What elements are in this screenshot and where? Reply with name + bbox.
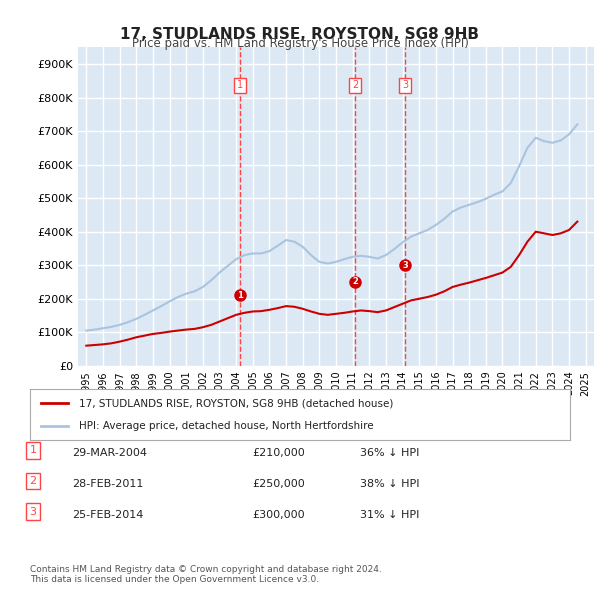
Text: 2: 2 — [352, 80, 358, 90]
Text: 2: 2 — [352, 277, 358, 287]
Text: Contains HM Land Registry data © Crown copyright and database right 2024.
This d: Contains HM Land Registry data © Crown c… — [30, 565, 382, 584]
Text: 29-MAR-2004: 29-MAR-2004 — [72, 448, 147, 458]
Text: 3: 3 — [29, 507, 37, 517]
Text: 1: 1 — [237, 291, 243, 300]
Text: 25-FEB-2014: 25-FEB-2014 — [72, 510, 143, 520]
Text: 38% ↓ HPI: 38% ↓ HPI — [360, 479, 419, 489]
Text: 1: 1 — [237, 80, 243, 90]
Text: 17, STUDLANDS RISE, ROYSTON, SG8 9HB (detached house): 17, STUDLANDS RISE, ROYSTON, SG8 9HB (de… — [79, 398, 393, 408]
Text: HPI: Average price, detached house, North Hertfordshire: HPI: Average price, detached house, Nort… — [79, 421, 373, 431]
Text: £300,000: £300,000 — [252, 510, 305, 520]
Text: 28-FEB-2011: 28-FEB-2011 — [72, 479, 143, 489]
Text: 17, STUDLANDS RISE, ROYSTON, SG8 9HB: 17, STUDLANDS RISE, ROYSTON, SG8 9HB — [121, 27, 479, 41]
Text: £210,000: £210,000 — [252, 448, 305, 458]
Text: 36% ↓ HPI: 36% ↓ HPI — [360, 448, 419, 458]
Text: 3: 3 — [402, 80, 409, 90]
Text: 31% ↓ HPI: 31% ↓ HPI — [360, 510, 419, 520]
Text: 2: 2 — [29, 476, 37, 486]
Text: 1: 1 — [29, 445, 37, 455]
Text: 3: 3 — [403, 261, 408, 270]
Text: £250,000: £250,000 — [252, 479, 305, 489]
Text: Price paid vs. HM Land Registry's House Price Index (HPI): Price paid vs. HM Land Registry's House … — [131, 37, 469, 50]
